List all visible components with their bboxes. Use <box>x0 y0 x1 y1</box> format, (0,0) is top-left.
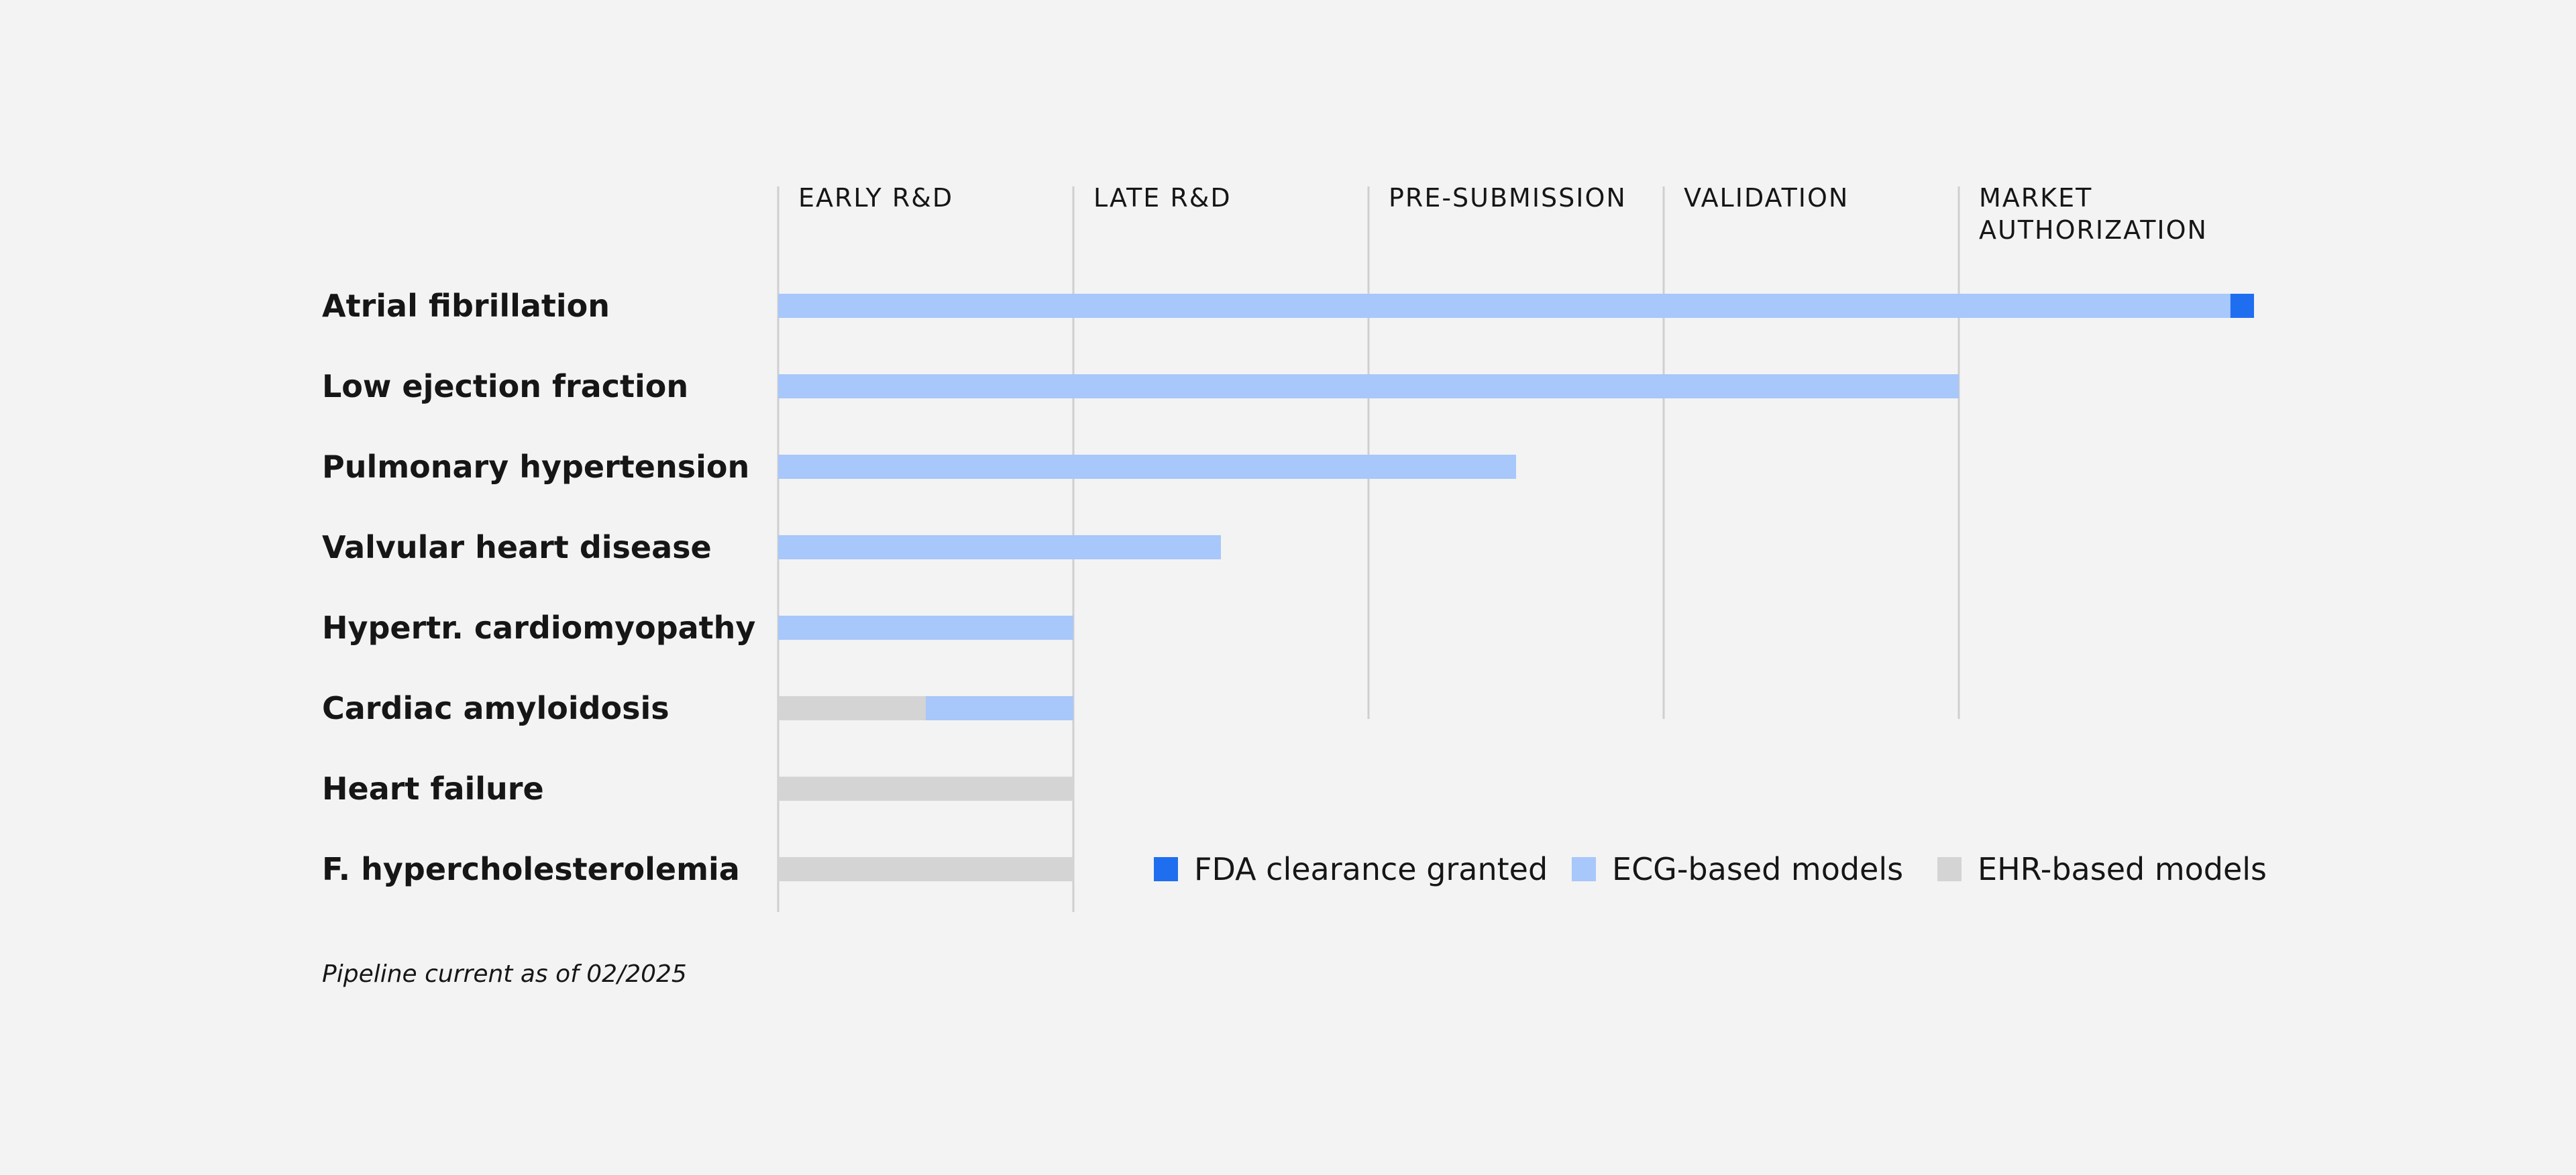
ehr-bar-segment <box>778 696 926 720</box>
legend-swatch-fda <box>1154 857 1178 881</box>
footnote: Pipeline current as of 02/2025 <box>322 960 687 988</box>
legend-label-ehr: EHR-based models <box>1978 851 2267 887</box>
ecg-bar-segment <box>778 616 1073 640</box>
row-label: Low ejection fraction <box>322 368 688 404</box>
ehr-bar-segment <box>778 857 1073 881</box>
row-label: Valvular heart disease <box>322 529 712 565</box>
legend: FDA clearance granted ECG-based models EHR… <box>1154 851 2267 887</box>
row-label: Pulmonary hypertension <box>322 449 749 485</box>
row-label: F. hypercholesterolemia <box>322 851 740 887</box>
ecg-bar-segment <box>778 374 1959 398</box>
stage-label: LATE R&D <box>1093 183 1232 213</box>
stage-label: MARKET <box>1979 183 2092 213</box>
row-label: Heart failure <box>322 771 544 807</box>
ecg-bar-segment <box>778 455 1516 479</box>
ecg-bar-segment <box>926 696 1073 720</box>
stage-label: EARLY R&D <box>798 183 953 213</box>
row-label: Cardiac amyloidosis <box>322 690 669 726</box>
legend-swatch-ehr <box>1937 857 1962 881</box>
stage-label: PRE-SUBMISSION <box>1389 183 1627 213</box>
legend-label-fda: FDA clearance granted <box>1194 851 1548 887</box>
stage-label: VALIDATION <box>1684 183 1849 213</box>
fda-bar-segment <box>2230 294 2254 318</box>
ehr-bar-segment <box>778 777 1073 801</box>
stage-label: AUTHORIZATION <box>1979 215 2208 245</box>
legend-label-ecg: ECG-based models <box>1612 851 1903 887</box>
legend-swatch-ecg <box>1572 857 1596 881</box>
stage-headers: EARLY R&D LATE R&D PRE-SUBMISSION VALIDATIO… <box>798 183 2208 245</box>
pipeline-rows: Atrial fibrillation Low ejection fraction… <box>322 288 2254 887</box>
row-label: Hypertr. cardiomyopathy <box>322 610 755 646</box>
row-label: Atrial fibrillation <box>322 288 610 324</box>
ecg-bar-segment <box>778 535 1221 559</box>
ecg-bar-segment <box>778 294 2231 318</box>
